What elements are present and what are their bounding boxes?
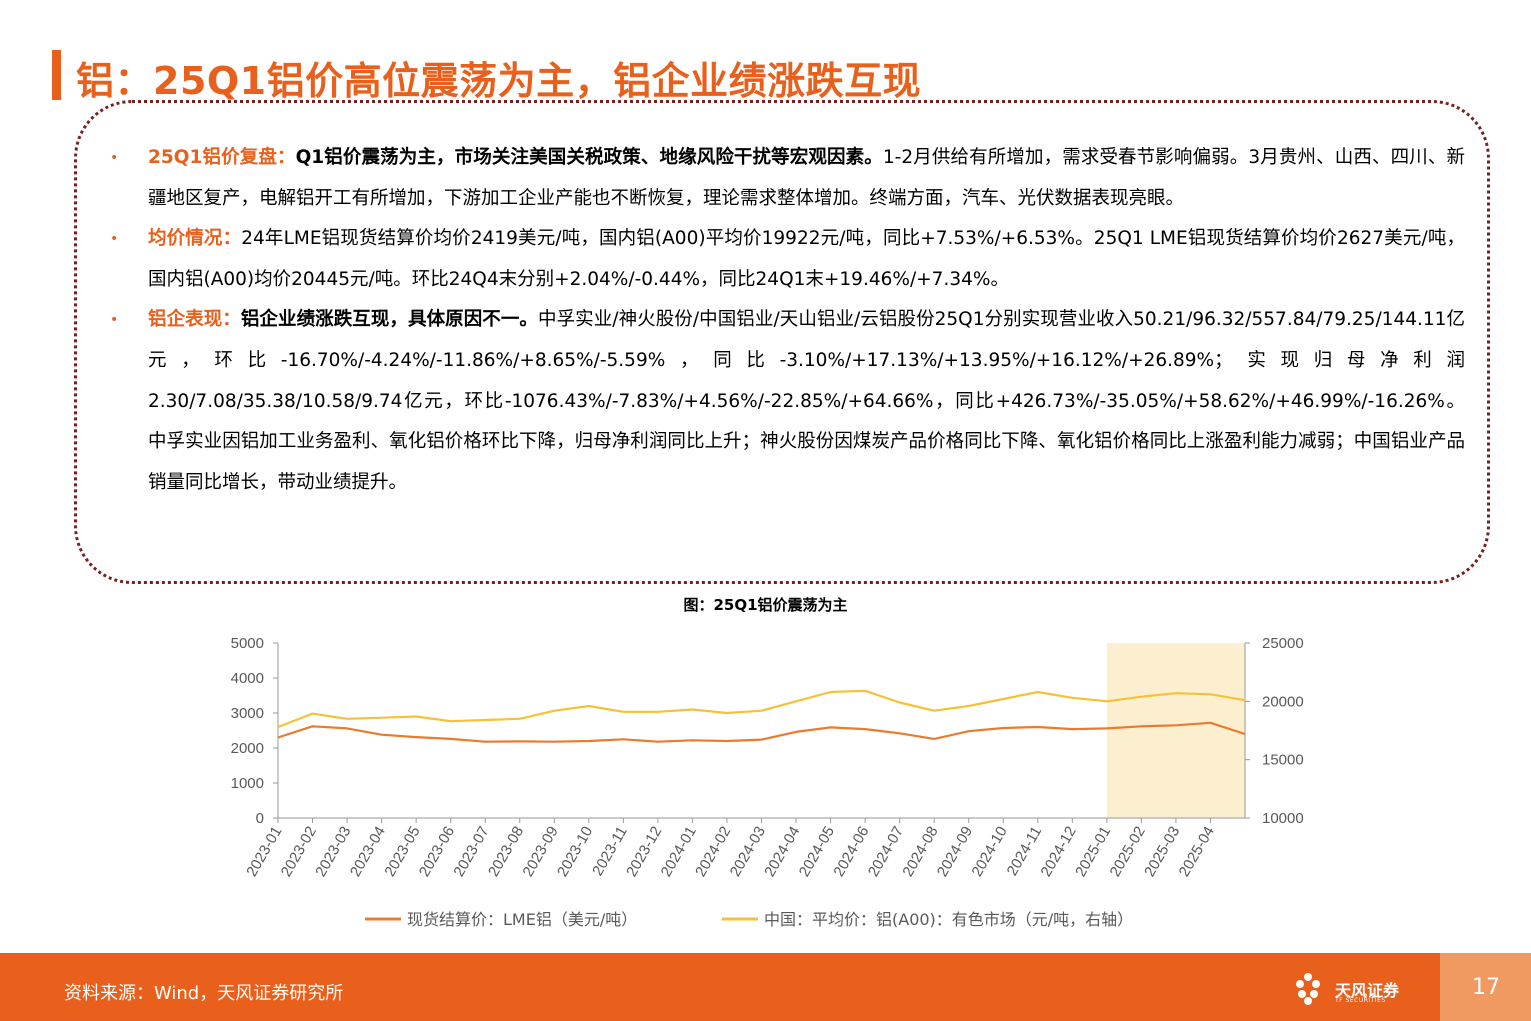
lme-aluminium-line [277, 721, 1246, 743]
bullet-bold-text: Q1铝价震荡为主，市场关注美国关税政策、地缘风险干扰等宏观因素。 [295, 147, 883, 168]
y-right-tick-label: 20000 [1262, 693, 1304, 710]
china-a00-aluminium-line [277, 689, 1246, 729]
y-right-tick-label: 10000 [1262, 810, 1304, 827]
y-right-tick-label: 25000 [1262, 635, 1304, 652]
bullet-list: • 25Q1铝价复盘：Q1铝价震荡为主，市场关注美国关税政策、地缘风险干扰等宏观… [110, 138, 1465, 503]
bullet-label: 均价情况： [148, 228, 242, 250]
bullet-label: 铝企表现： [148, 309, 241, 331]
y-left-tick-label: 4000 [231, 670, 264, 687]
bullet-label: 25Q1铝价复盘： [148, 147, 296, 168]
title-accent-bar [52, 50, 61, 100]
summary-box [74, 100, 1490, 584]
bullet-item: • 25Q1铝价复盘：Q1铝价震荡为主，市场关注美国关税政策、地缘风险干扰等宏观… [110, 138, 1465, 219]
y-right-tick-label: 15000 [1262, 752, 1304, 769]
logo-subtext: TF SECURITIES [1335, 997, 1386, 1004]
aluminium-price-chart: 0 1000 2000 3000 4000 5000 10000 15000 20000 2500… [231, 635, 1304, 929]
legend-label: 中国：平均价：铝(A00)：有色市场（元/吨，右轴） [764, 910, 1133, 929]
bullet-text: 中孚实业/神火股份/中国铝业/天山铝业/云铝股份25Q1分别实现营业收入50.2… [148, 309, 1465, 493]
y-left-tick-label: 2000 [231, 740, 264, 757]
bullet-dot-icon: • [110, 231, 119, 248]
footer-bar: 资料来源：Wind，天风证券研究所 天风证券 TF SECURITIES 17 [0, 953, 1531, 1021]
y-left-tick-label: 5000 [231, 635, 264, 652]
bullet-dot-icon: • [110, 312, 119, 329]
chart-title: 图：25Q1铝价震荡为主 [683, 596, 848, 614]
page-number: 17 [1472, 975, 1500, 1000]
bullet-item: • 铝企表现：铝企业绩涨跌互现，具体原因不一。中孚实业/神火股份/中国铝业/天山… [110, 300, 1465, 503]
bullet-dot-icon: • [110, 150, 119, 166]
y-left-tick-label: 3000 [231, 705, 264, 722]
bullet-bold-text: 铝企业绩涨跌互现，具体原因不一。 [240, 309, 538, 331]
page-title: 铝：25Q1铝价高位震荡为主，铝企业绩涨跌互现 [76, 59, 922, 103]
source-note: 资料来源：Wind，天风证券研究所 [64, 983, 344, 1004]
bullet-item: • 均价情况：24年LME铝现货结算价均价2419美元/吨，国内铝(A00)平均… [110, 219, 1465, 300]
page-number-block [1440, 953, 1531, 1021]
bullet-text: 1-2月供给有所增加，需求受春节影响偏弱。3月贵州、山西、四川、新疆地区复产，电… [148, 147, 1465, 209]
logo-text: 天风证券 [1335, 981, 1400, 1000]
bullet-text: 24年LME铝现货结算价均价2419美元/吨，国内铝(A00)平均价19922元… [148, 228, 1465, 290]
tf-securities-logo-icon [1296, 973, 1320, 1005]
y-left-tick-label: 1000 [231, 775, 264, 792]
y-left-tick-label: 0 [256, 810, 264, 827]
legend-label: 现货结算价：LME铝（美元/吨） [407, 910, 637, 929]
highlight-band [1106, 643, 1245, 818]
